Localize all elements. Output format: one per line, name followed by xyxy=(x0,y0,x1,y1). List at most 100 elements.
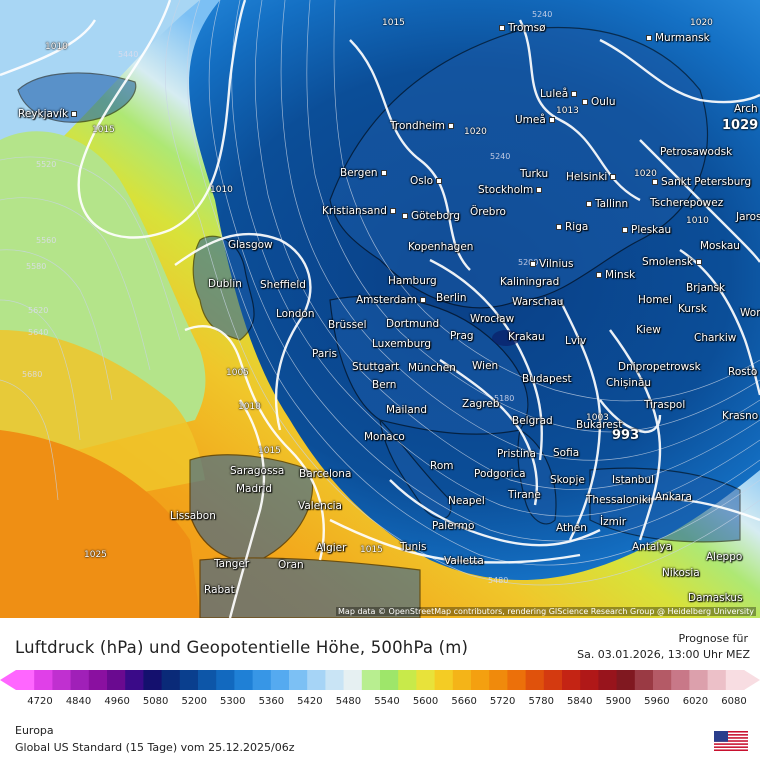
color-scale-tick: 5720 xyxy=(489,696,516,707)
city-label: Barcelona xyxy=(299,468,352,480)
city-label: Tromsø xyxy=(508,22,546,34)
city-label: Krakau xyxy=(508,331,545,343)
city-label: Minsk xyxy=(605,269,636,281)
color-scale-tick: 6020 xyxy=(682,696,709,707)
city-marker: Lissabon xyxy=(170,510,216,522)
city-dot xyxy=(556,224,562,230)
height-label: 5640 xyxy=(28,328,49,337)
city-marker: Brüssel xyxy=(328,319,367,331)
city-label: Kaliningrad xyxy=(500,276,560,288)
city-label: Dublin xyxy=(208,278,242,290)
height-label: 5580 xyxy=(26,262,47,271)
color-scale-swatch xyxy=(380,670,399,690)
pressure-label: 1003 xyxy=(586,413,609,423)
city-marker: Ankara xyxy=(655,491,692,503)
city-label: Rom xyxy=(430,460,454,472)
height-contours xyxy=(0,0,760,586)
city-marker: Monaco xyxy=(364,431,405,443)
city-marker: İzmir xyxy=(600,516,626,528)
city-dot xyxy=(447,123,454,129)
city-label: Chișinău xyxy=(606,377,652,389)
city-label: Damaskus xyxy=(688,592,743,604)
city-label: Saragossa xyxy=(230,465,285,477)
city-marker: Neapel xyxy=(448,495,485,507)
color-scale-swatch xyxy=(525,670,545,690)
city-label: Wien xyxy=(472,360,499,372)
city-label: Luxemburg xyxy=(372,338,432,350)
city-label: Oran xyxy=(278,559,304,571)
city-label: Reykjavík xyxy=(18,108,69,120)
city-label: Brüssel xyxy=(328,319,367,331)
city-label: Jaros xyxy=(736,211,760,223)
color-scale-tick: 5360 xyxy=(258,696,285,707)
city-marker: Tiraspol xyxy=(644,399,685,411)
region-label: Europa xyxy=(15,724,54,737)
city-marker: Saragossa xyxy=(230,465,284,477)
city-label: Pristina xyxy=(497,448,536,460)
city-label: Charkiw xyxy=(694,332,737,344)
city-label: Sofia xyxy=(553,447,580,459)
pressure-label: 1015 xyxy=(92,125,115,135)
height-label: 5680 xyxy=(22,370,43,379)
city-marker: Turku xyxy=(520,168,548,180)
city-label: Sankt Petersburg xyxy=(661,176,752,188)
color-scale-swatch xyxy=(671,670,690,690)
pressure-label: 1015 xyxy=(382,18,405,28)
city-label: Stockholm xyxy=(478,184,534,196)
city-label: Lissabon xyxy=(170,510,216,522)
height-label: 5560 xyxy=(36,236,57,245)
color-scale-swatch xyxy=(689,670,709,690)
low-pressure-value: 993 xyxy=(612,428,640,443)
color-scale-swatch xyxy=(107,670,126,690)
color-scale-tick: 5840 xyxy=(567,696,593,707)
city-dot xyxy=(582,99,588,105)
city-label: Mailand xyxy=(386,404,428,416)
color-scale-swatch xyxy=(653,670,672,690)
color-scale-swatch xyxy=(52,670,72,690)
pressure-label: 1020 xyxy=(464,127,487,137)
color-scale-swatch xyxy=(343,670,363,690)
city-label: Stuttgart xyxy=(352,361,400,373)
city-marker: Worone xyxy=(740,307,760,319)
city-marker: Aleppo xyxy=(706,551,742,563)
city-label: Kopenhagen xyxy=(408,241,474,253)
city-label: Tanger xyxy=(214,558,250,570)
city-dot xyxy=(530,261,536,267)
scale-right-arrow xyxy=(744,670,760,690)
city-marker: Murmansk xyxy=(646,32,710,44)
city-marker: Valencia xyxy=(298,500,342,512)
pressure-label: 1013 xyxy=(556,106,579,116)
city-dot xyxy=(695,259,702,265)
city-label: Rosto xyxy=(728,366,758,378)
city-label: Moskau xyxy=(700,240,740,252)
color-scale-swatch xyxy=(507,670,527,690)
city-label: London xyxy=(276,308,315,320)
city-marker: Tromsø xyxy=(499,22,546,34)
color-scale-tick: 5480 xyxy=(335,696,362,707)
city-marker: Wien xyxy=(472,360,498,372)
city-marker: Dnipropetrowsk xyxy=(618,361,701,373)
color-scale-swatch xyxy=(543,670,563,690)
city-marker: Tirane xyxy=(508,489,541,501)
color-scale-tick: 5960 xyxy=(644,696,670,707)
city-marker: Pristina xyxy=(497,448,536,460)
city-marker: Algier xyxy=(316,542,346,554)
city-marker: Chișinău xyxy=(606,377,651,389)
city-label: Podgorica xyxy=(474,468,526,480)
city-label: Krasno xyxy=(722,410,759,422)
city-label: Smolensk xyxy=(642,256,693,268)
isobars xyxy=(0,0,760,618)
color-scale-tick: 4840 xyxy=(65,696,92,707)
city-dot xyxy=(652,179,658,185)
city-label: Rabat xyxy=(204,584,235,596)
city-label: Skopje xyxy=(550,474,585,486)
city-marker: Madrid xyxy=(236,483,272,495)
city-label: Hamburg xyxy=(388,275,437,287)
city-label: Aleppo xyxy=(706,551,743,563)
city-marker: Krakau xyxy=(508,331,545,343)
pressure-label: 1020 xyxy=(690,18,713,28)
pressure-label: 1010 xyxy=(686,216,709,226)
city-label: Göteborg xyxy=(411,210,461,222)
city-marker: Jaros xyxy=(736,211,760,223)
city-marker: Tscherepowez xyxy=(650,197,723,209)
